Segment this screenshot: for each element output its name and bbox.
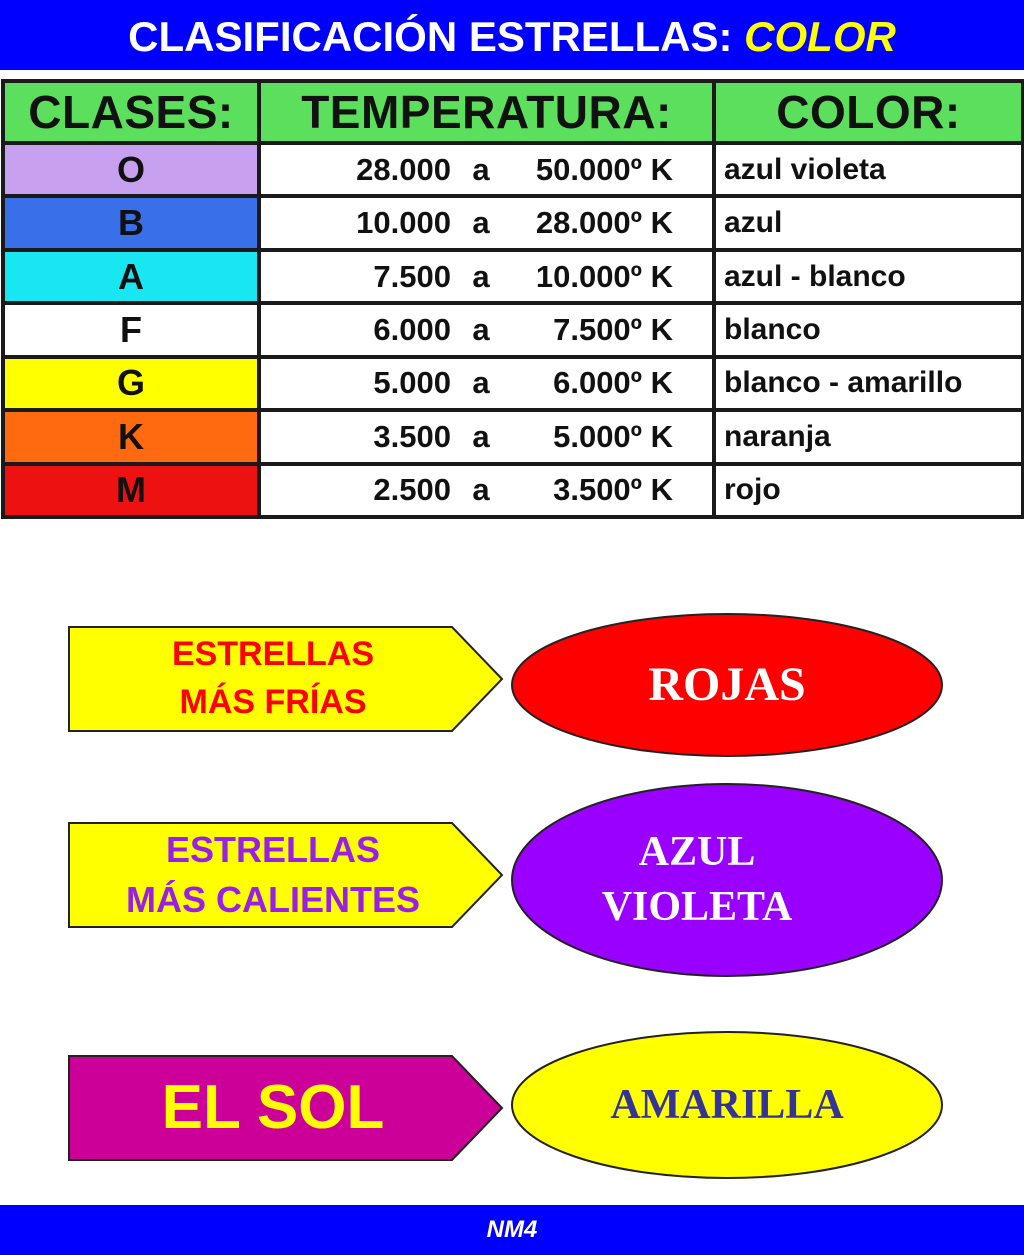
- class-cell: G: [1, 354, 261, 413]
- temperature-cell: 2.500 a 3.500º K: [257, 461, 716, 520]
- callout-ellipse: AZUL VIOLETA: [510, 782, 944, 978]
- table-row: F 6.000 a 7.500º K blanco: [1, 301, 1024, 359]
- temperature-to: 3.500º K: [553, 472, 673, 508]
- temperature-from: 10.000: [356, 205, 451, 241]
- color-cell: blanco: [712, 301, 1024, 359]
- callout-arrow-line: MÁS FRÍAS: [179, 683, 367, 721]
- header-classes: CLASES:: [1, 79, 261, 145]
- temperature-cell: 6.000 a 7.500º K: [257, 301, 716, 359]
- temperature-cell: 7.500 a 10.000º K: [257, 247, 716, 306]
- temperature-separator: a: [472, 472, 490, 508]
- callout-arrow-line: ESTRELLAS: [171, 635, 375, 674]
- temperature-separator: a: [472, 311, 490, 347]
- table-row: M 2.500 a 3.500º K rojo: [1, 461, 1024, 520]
- callout-ellipse-line: AMARILLA: [610, 1081, 844, 1128]
- callout-arrow: EL SOL: [68, 1055, 504, 1161]
- temperature-to: 28.000º K: [535, 205, 673, 241]
- temperature-to: 5.000º K: [553, 418, 673, 454]
- class-cell: F: [1, 301, 261, 359]
- class-cell: B: [1, 194, 261, 252]
- arrow-shape: [68, 1055, 504, 1161]
- temperature-from: 3.500: [373, 418, 451, 454]
- ellipse-shape: [511, 613, 943, 757]
- table-row: K 3.500 a 5.000º K naranja: [1, 408, 1024, 466]
- temperature-from: 2.500: [373, 472, 451, 508]
- callout-arrow: ESTRELLAS MÁS FRÍAS: [68, 626, 504, 732]
- callout-arrow-line: ESTRELLAS: [165, 828, 380, 870]
- callout-ellipse-line: ROJAS: [648, 657, 806, 711]
- temperature-cell: 5.000 a 6.000º K: [257, 354, 716, 413]
- temperature-to: 6.000º K: [553, 365, 673, 401]
- temperature-from: 6.000: [373, 311, 451, 347]
- color-cell: azul - blanco: [712, 247, 1024, 306]
- callout-ellipse-text: AMARILLA: [510, 1030, 944, 1180]
- table-row: O 28.000 a 50.000º K azul violeta: [1, 140, 1024, 199]
- temperature-separator: a: [472, 151, 490, 187]
- callout-ellipse-line: VIOLETA: [601, 884, 793, 930]
- title-highlight: COLOR: [744, 13, 896, 60]
- callout-ellipse-line: AZUL: [638, 829, 756, 876]
- class-cell: M: [1, 461, 261, 520]
- color-cell: blanco - amarillo: [712, 354, 1024, 413]
- callout-ellipse: AMARILLA: [510, 1030, 944, 1180]
- callout-ellipse-text: AZUL VIOLETA: [510, 782, 944, 978]
- callout-arrow-text: ESTRELLAS MÁS FRÍAS: [68, 626, 478, 732]
- header-temperature: TEMPERATURA:: [257, 79, 716, 145]
- temperature-cell: 3.500 a 5.000º K: [257, 408, 716, 466]
- color-cell: azul violeta: [712, 140, 1024, 199]
- callout-arrow-text: ESTRELLAS MÁS CALIENTES: [68, 822, 478, 928]
- callout-arrow: ESTRELLAS MÁS CALIENTES: [68, 822, 504, 928]
- temperature-from: 5.000: [373, 365, 451, 401]
- page-title: CLASIFICACIÓN ESTRELLAS: COLOR: [0, 0, 1024, 70]
- header-color: COLOR:: [712, 79, 1024, 145]
- callout-ellipse: ROJAS: [510, 612, 944, 758]
- star-classification-table: CLASES: TEMPERATURA: COLOR: O 28.000 a 50.0…: [1, 79, 1024, 520]
- temperature-from: 28.000: [356, 151, 451, 187]
- temperature-separator: a: [472, 418, 490, 454]
- class-cell: O: [1, 140, 261, 199]
- table-row: A 7.500 a 10.000º K azul - blanco: [1, 247, 1024, 306]
- temperature-to: 10.000º K: [535, 258, 673, 294]
- title-main: CLASIFICACIÓN ESTRELLAS:: [128, 13, 745, 60]
- footer: NM4: [0, 1205, 1024, 1255]
- arrow-shape: [68, 822, 504, 928]
- ellipse-shape: [511, 1031, 943, 1179]
- temperature-separator: a: [472, 365, 490, 401]
- color-cell: rojo: [712, 461, 1024, 520]
- table-row: G 5.000 a 6.000º K blanco - amarillo: [1, 354, 1024, 413]
- callout-arrow-line: EL SOL: [161, 1073, 385, 1142]
- temperature-to: 7.500º K: [553, 311, 673, 347]
- temperature-separator: a: [472, 205, 490, 241]
- table-header-row: CLASES: TEMPERATURA: COLOR:: [1, 79, 1024, 145]
- temperature-separator: a: [472, 258, 490, 294]
- table-row: B 10.000 a 28.000º K azul: [1, 194, 1024, 252]
- color-cell: azul: [712, 194, 1024, 252]
- temperature-from: 7.500: [373, 258, 451, 294]
- class-cell: K: [1, 408, 261, 466]
- temperature-to: 50.000º K: [535, 151, 673, 187]
- callout-ellipse-text: ROJAS: [510, 612, 944, 758]
- arrow-shape: [68, 626, 504, 732]
- callout-arrow-line: MÁS CALIENTES: [125, 879, 420, 920]
- callout-arrow-text: EL SOL: [68, 1055, 478, 1161]
- temperature-cell: 10.000 a 28.000º K: [257, 194, 716, 252]
- class-cell: A: [1, 247, 261, 306]
- color-cell: naranja: [712, 408, 1024, 466]
- ellipse-shape: [511, 783, 943, 977]
- temperature-cell: 28.000 a 50.000º K: [257, 140, 716, 199]
